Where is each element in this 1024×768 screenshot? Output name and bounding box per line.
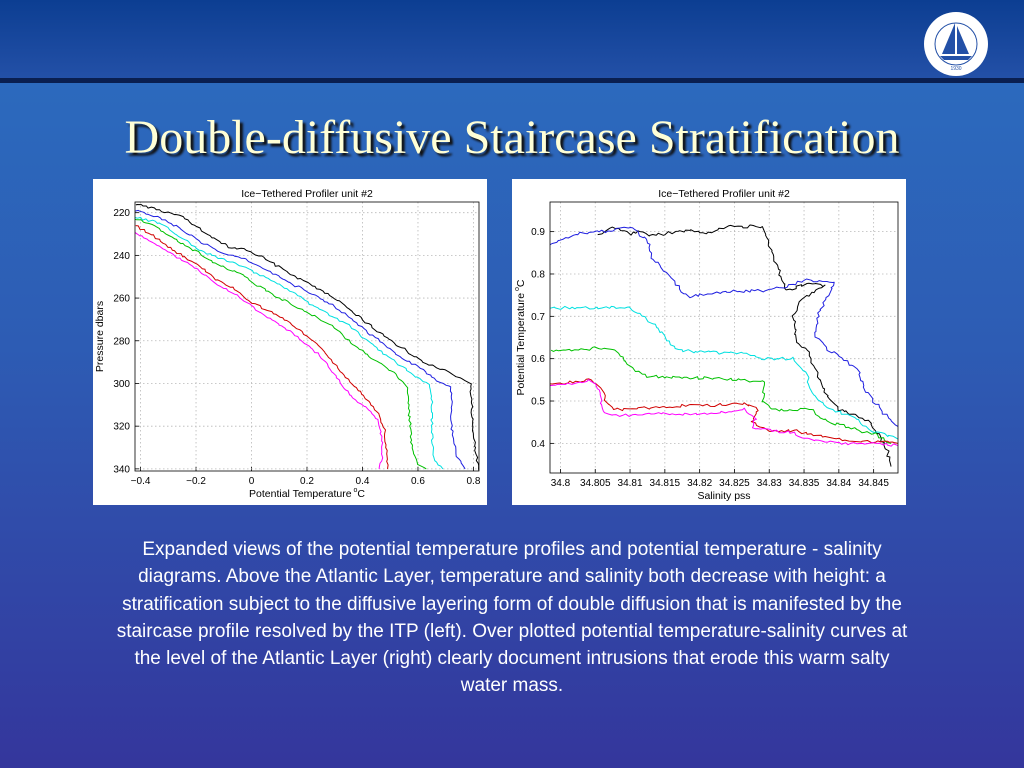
series-line-6 (550, 379, 898, 447)
y-tick-label: 320 (113, 422, 130, 433)
pressure-temperature-chart: −0.4 −0.2 0 0.2 0.4 0.6 0.8 220 240 260 280 300 320 3… (94, 188, 481, 500)
series-line-2 (550, 226, 898, 427)
y-tick-label: 0.4 (531, 439, 545, 450)
x-axis-label-unit: C (357, 488, 365, 500)
x-tick-label: 34.815 (650, 478, 681, 489)
seal-outer-ring (924, 12, 988, 76)
y-tick-label: 300 (113, 379, 130, 390)
y-tick-label: 340 (113, 464, 130, 475)
x-tick-label: 34.8 (551, 478, 571, 489)
y-tick-label: 260 (113, 294, 130, 305)
temperature-salinity-chart: 34.8 34.805 34.81 34.815 34.82 34.825 34.83 34.… (514, 188, 899, 502)
plot-area (550, 224, 898, 467)
y-tick-label: 240 (113, 251, 130, 262)
x-tick-label: 34.81 (618, 478, 643, 489)
chart-title: Ice−Tethered Profiler unit #2 (241, 188, 373, 200)
plot-frame (549, 201, 899, 474)
x-axis-label: Potential Temperature oC (249, 487, 365, 500)
x-tick-label: −0.4 (131, 476, 151, 487)
header-divider (0, 78, 1024, 83)
y-tick-label: 0.5 (531, 397, 545, 408)
y-axis-label-text: Pressure dbars (94, 301, 106, 372)
y-tick-label: 0.7 (531, 312, 545, 323)
x-tick-label: 0 (249, 476, 255, 487)
y-axis-label: Pressure dbars (94, 301, 106, 372)
y-tick-label: 0.8 (531, 269, 545, 280)
y-axis-label-text: Potential Temperature (515, 293, 527, 396)
series-line-4 (135, 218, 427, 470)
y-axis-label-degree: o (514, 287, 521, 293)
x-axis-label-text: Potential Temperature (249, 488, 352, 500)
x-axis-label-degree: o (352, 487, 358, 494)
x-tick-label: −0.2 (186, 476, 206, 487)
seal-inner-ring (934, 22, 978, 66)
x-tick-label: 34.83 (757, 478, 782, 489)
series-line-1 (135, 204, 479, 471)
x-tick-label: 34.84 (826, 478, 851, 489)
x-tick-label: 34.845 (858, 478, 889, 489)
plot-frame (134, 201, 480, 472)
y-tick-label: 0.9 (531, 227, 545, 238)
temperature-salinity-panel: 34.8 34.805 34.81 34.815 34.82 34.825 34.83 34.… (512, 179, 906, 505)
y-axis-label: Potential Temperature oC (514, 279, 527, 395)
series-line-3 (135, 216, 444, 470)
series-line-4 (550, 346, 892, 444)
x-tick-label: 0.4 (356, 476, 370, 487)
x-axis-label: Salinity pss (697, 490, 750, 502)
x-axis-label-text: Salinity pss (697, 490, 750, 502)
series-line-5 (550, 378, 898, 444)
series-line-1 (597, 224, 892, 467)
x-tick-label: 34.82 (687, 478, 712, 489)
y-tick-label: 0.6 (531, 354, 545, 365)
header-bar (0, 0, 1024, 78)
x-tick-label: 0.8 (466, 476, 480, 487)
y-tick-label: 280 (113, 336, 130, 347)
x-tick-label: 34.805 (580, 478, 611, 489)
slide-caption: Expanded views of the potential temperat… (116, 539, 908, 697)
series-line-5 (135, 225, 389, 469)
x-tick-label: 34.825 (719, 478, 750, 489)
seal-year: 1930 (950, 66, 961, 72)
slide-title: Double-diffusive Staircase Stratificatio… (124, 111, 900, 164)
x-tick-label: 0.6 (411, 476, 425, 487)
pressure-temperature-panel: −0.4 −0.2 0 0.2 0.4 0.6 0.8 220 240 260 280 300 320 3… (93, 179, 487, 505)
sailboat-seal-icon (940, 23, 972, 60)
series-line-2 (135, 209, 466, 470)
x-tick-label: 34.835 (789, 478, 820, 489)
y-axis-label-unit: C (515, 279, 527, 287)
y-tick-label: 220 (113, 208, 130, 219)
institution-seal-logo: 1930 (924, 12, 988, 76)
x-tick-label: 0.2 (300, 476, 314, 487)
chart-title: Ice−Tethered Profiler unit #2 (658, 188, 790, 200)
plot-area (135, 204, 479, 471)
series-line-6 (135, 231, 384, 469)
series-line-3 (550, 305, 898, 440)
